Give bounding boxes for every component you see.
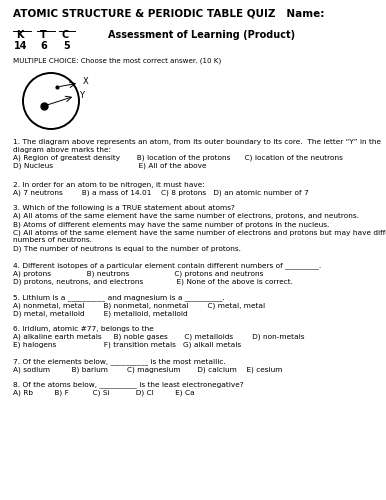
Text: 5: 5 [63, 41, 70, 51]
Text: ATOMIC STRUCTURE & PERIODIC TABLE QUIZ   Name:: ATOMIC STRUCTURE & PERIODIC TABLE QUIZ N… [13, 8, 324, 18]
Text: 6: 6 [40, 41, 47, 51]
Text: T: T [40, 30, 47, 40]
Text: 2. In order for an atom to be nitrogen, it must have:
A) 7 neutrons        B) a : 2. In order for an atom to be nitrogen, … [13, 182, 309, 196]
Text: 1. The diagram above represents an atom, from its outer boundary to its core.  T: 1. The diagram above represents an atom,… [13, 139, 381, 169]
Text: Assessment of Learning (Product): Assessment of Learning (Product) [108, 30, 295, 40]
Text: 8. Of the atoms below, __________ is the least electronegative?
A) Rb         B): 8. Of the atoms below, __________ is the… [13, 381, 244, 396]
Text: 14: 14 [14, 41, 27, 51]
Text: 4. Different isotopes of a particular element contain different numbers of _____: 4. Different isotopes of a particular el… [13, 262, 321, 285]
Text: C: C [62, 30, 69, 40]
Text: 5. Lithium is a __________ and magnesium is a __________.
A) nonmetal, metal    : 5. Lithium is a __________ and magnesium… [13, 294, 265, 318]
Text: 7. Of the elements below, __________ is the most metallic.
A) sodium         B) : 7. Of the elements below, __________ is … [13, 358, 283, 373]
Text: 6. Iridium, atomic #77, belongs to the
A) alkaline earth metals     B) noble gas: 6. Iridium, atomic #77, belongs to the A… [13, 326, 305, 348]
Text: K: K [16, 30, 24, 40]
Text: 3. Which of the following is a TRUE statement about atoms?
A) All atoms of the s: 3. Which of the following is a TRUE stat… [13, 205, 386, 252]
Text: Y: Y [79, 92, 84, 100]
Text: X: X [83, 76, 89, 86]
Text: MULTIPLE CHOICE: Choose the most correct answer. (10 K): MULTIPLE CHOICE: Choose the most correct… [13, 57, 221, 64]
